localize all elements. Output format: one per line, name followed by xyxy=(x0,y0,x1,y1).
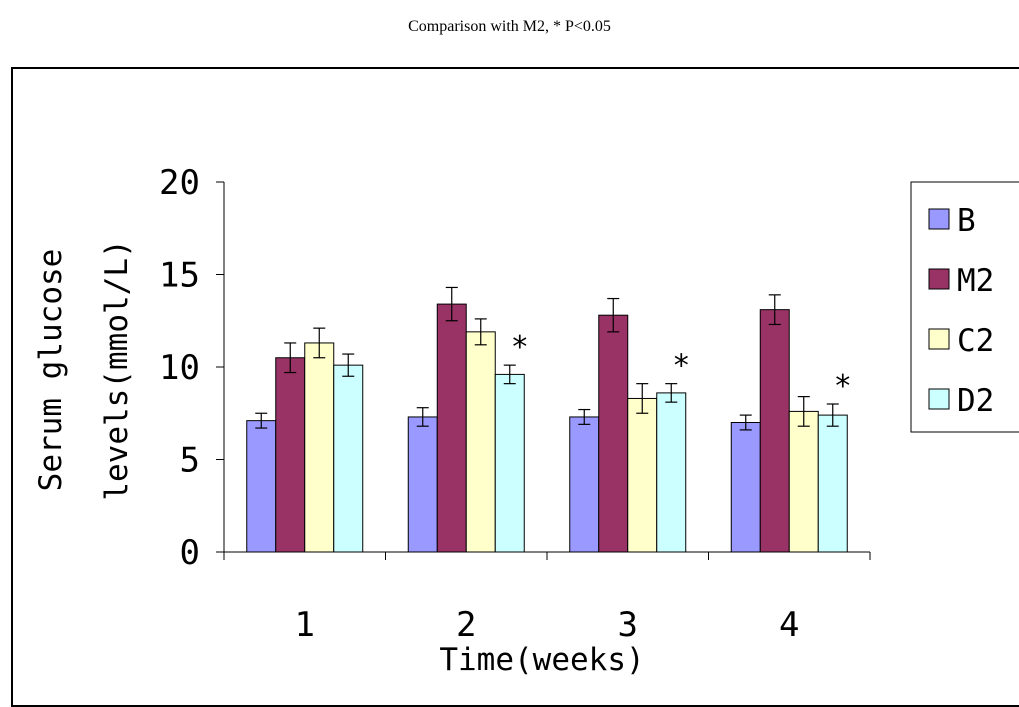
x-axis-title: Time(weeks) xyxy=(439,642,644,678)
chart-caption: Comparison with M2, * P<0.05 xyxy=(408,18,611,35)
bar-chart: 0 5 10 15 20 1 2 3 4 * * * B M2 C2 D2 Serum glucose l… xyxy=(33,163,1019,678)
chart-axes: 0 5 10 15 20 1 2 3 4 xyxy=(159,163,871,645)
chart-bars: * * * xyxy=(246,286,852,553)
x-tick-label: 3 xyxy=(618,605,638,645)
x-tick-label: 1 xyxy=(295,605,315,645)
legend-label-C2: C2 xyxy=(957,323,994,359)
y-tick-label: 20 xyxy=(159,163,200,203)
bar-M2-week-2 xyxy=(436,303,467,553)
x-tick-label: 4 xyxy=(779,605,799,645)
bar-B-week-2 xyxy=(407,416,438,553)
bar-D2-week-3 xyxy=(656,392,687,553)
y-axis-title-line-1: Serum glucose xyxy=(33,249,69,492)
bar-C2-week-1 xyxy=(304,342,335,553)
bar-B-week-4 xyxy=(730,422,761,553)
bar-C2-week-2 xyxy=(465,331,496,553)
bar-C2-week-3 xyxy=(627,397,658,553)
bar-D2-week-2 xyxy=(494,373,525,553)
legend-swatch-C2 xyxy=(928,328,950,350)
y-tick-label: 15 xyxy=(159,256,200,296)
legend-label-M2: M2 xyxy=(957,263,994,299)
significance-star: * xyxy=(672,349,690,384)
legend-swatch-D2 xyxy=(928,388,950,410)
bar-D2-week-4 xyxy=(817,414,848,553)
significance-star: * xyxy=(511,330,529,365)
chart-legend: B M2 C2 D2 xyxy=(910,181,1019,433)
legend-swatch-B xyxy=(928,208,950,230)
y-tick-label: 0 xyxy=(180,533,200,573)
legend-swatch-M2 xyxy=(928,268,950,290)
bar-C2-week-4 xyxy=(788,410,819,553)
y-tick-label: 10 xyxy=(159,348,200,388)
legend-label-D2: D2 xyxy=(957,383,994,419)
bar-M2-week-4 xyxy=(759,309,790,553)
y-tick-label: 5 xyxy=(180,441,200,481)
legend-label-B: B xyxy=(957,203,976,239)
bar-B-week-1 xyxy=(246,420,277,553)
bar-D2-week-1 xyxy=(333,364,364,553)
bar-B-week-3 xyxy=(569,416,600,553)
bar-M2-week-1 xyxy=(275,357,306,553)
y-axis-title-line-2: levels(mmol/L) xyxy=(99,239,135,500)
bar-M2-week-3 xyxy=(598,314,629,553)
x-tick-label: 2 xyxy=(456,605,476,645)
significance-star: * xyxy=(834,369,852,404)
